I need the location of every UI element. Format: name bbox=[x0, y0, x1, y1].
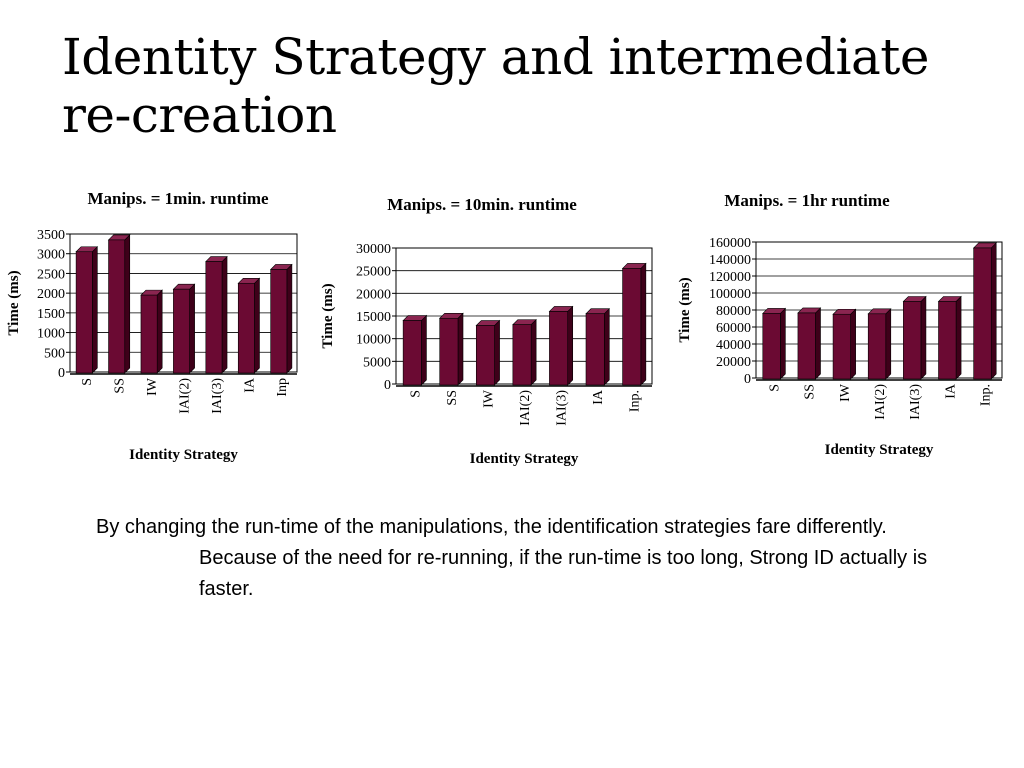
y-tick-label: 0 bbox=[744, 372, 751, 387]
bar-IA bbox=[237, 277, 261, 374]
slide-title: Identity Strategy and intermediate re-cr… bbox=[62, 28, 982, 144]
y-tick-label: 100000 bbox=[709, 287, 751, 302]
y-axis-title: Time (ms) bbox=[6, 270, 22, 335]
y-tick-label: 1000 bbox=[37, 327, 65, 342]
y-tick-label: 3000 bbox=[37, 248, 65, 263]
chart-10min-runtime: Manips. = 10min. runtime 0 5000 10000 15000 2… bbox=[320, 195, 653, 467]
y-axis-title: Time (ms) bbox=[320, 283, 336, 348]
body-paragraph-indented: Because of the need for re-running, if t… bbox=[199, 547, 928, 600]
y-tick-label: 80000 bbox=[716, 304, 751, 319]
x-tick-label: Inp bbox=[275, 378, 290, 397]
y-tick-label: 140000 bbox=[709, 253, 751, 268]
y-axis-title: Time (ms) bbox=[677, 277, 693, 342]
chart-title: Manips. = 10min. runtime bbox=[387, 195, 577, 214]
y-tick-label: 2500 bbox=[37, 267, 65, 282]
bar-IW bbox=[140, 289, 163, 374]
bar-IAI(3) bbox=[902, 295, 927, 380]
x-tick-label: S bbox=[768, 384, 783, 392]
y-tick-label: 5000 bbox=[363, 355, 391, 370]
bar-S bbox=[402, 314, 428, 386]
x-tick-label: IA bbox=[242, 377, 257, 393]
bar-SS bbox=[797, 307, 822, 380]
x-tick-label: S bbox=[80, 378, 95, 386]
bar-SS bbox=[107, 234, 131, 374]
x-tick-label: IAI(2) bbox=[873, 384, 888, 420]
bar-IAI(3) bbox=[548, 305, 574, 386]
y-tick-label: 0 bbox=[58, 366, 65, 381]
bar-IAI(2) bbox=[172, 283, 196, 374]
y-tick-label: 30000 bbox=[356, 242, 391, 257]
x-tick-label: IW bbox=[145, 377, 160, 396]
bar-Inp. bbox=[621, 262, 647, 386]
y-tick-label: 500 bbox=[44, 346, 65, 361]
x-tick-label: IAI(2) bbox=[178, 378, 193, 414]
bar-IAI(2) bbox=[512, 318, 537, 386]
x-tick-label: IW bbox=[481, 389, 496, 408]
x-tick-label: S bbox=[408, 390, 423, 398]
y-tick-label: 1500 bbox=[37, 307, 65, 322]
bar-IW bbox=[832, 308, 857, 380]
x-tick-label: IAI(3) bbox=[555, 390, 570, 426]
chart-1hr-runtime: Manips. = 1hr runtime 0 20000 40000 60000 800… bbox=[677, 191, 1003, 458]
y-tick-label: 40000 bbox=[716, 338, 751, 353]
bar-IAI(3) bbox=[205, 255, 228, 374]
slide-title-line-1: Identity Strategy and intermediate bbox=[62, 28, 929, 86]
x-axis-title: Identity Strategy bbox=[129, 447, 238, 463]
x-tick-label: IA bbox=[591, 389, 606, 405]
bar-S bbox=[762, 307, 787, 380]
x-axis-title: Identity Strategy bbox=[825, 442, 934, 458]
chart-1min-runtime: Manips. = 1min. runtime 0 500 1000 1500 2000 2… bbox=[6, 189, 298, 463]
body-paragraph-main: By changing the run-time of the manipula… bbox=[96, 516, 887, 538]
bar-IAI(2) bbox=[867, 308, 892, 380]
slide-title-line-2: re-creation bbox=[62, 86, 337, 144]
x-tick-label: IAI(3) bbox=[210, 378, 225, 414]
y-tick-label: 0 bbox=[384, 378, 391, 393]
y-tick-label: 20000 bbox=[356, 287, 391, 302]
x-tick-label: IW bbox=[838, 383, 853, 402]
bar-Inp bbox=[269, 263, 293, 374]
x-tick-label: SS bbox=[113, 378, 128, 394]
y-tick-label: 10000 bbox=[356, 333, 391, 348]
bar-IW bbox=[475, 319, 501, 386]
x-tick-label: SS bbox=[445, 390, 460, 406]
x-tick-label: Inp. bbox=[628, 390, 643, 412]
bar-S bbox=[75, 246, 99, 374]
body-text: By changing the run-time of the manipula… bbox=[96, 512, 976, 605]
x-tick-label: Inp. bbox=[978, 384, 993, 406]
x-tick-label: IAI(3) bbox=[908, 384, 923, 420]
bar-SS bbox=[438, 312, 464, 386]
bar-Inp. bbox=[972, 242, 997, 380]
x-axis-title: Identity Strategy bbox=[470, 451, 579, 467]
x-tick-label: IAI(2) bbox=[518, 390, 533, 426]
y-tick-label: 25000 bbox=[356, 265, 391, 280]
y-tick-label: 60000 bbox=[716, 321, 751, 336]
x-tick-label: SS bbox=[803, 384, 818, 400]
y-tick-label: 160000 bbox=[709, 236, 751, 251]
y-tick-label: 20000 bbox=[716, 355, 751, 370]
bar-IA bbox=[937, 295, 962, 380]
bar-IA bbox=[585, 308, 611, 386]
x-tick-label: IA bbox=[943, 383, 958, 399]
y-tick-label: 3500 bbox=[37, 228, 65, 243]
y-tick-label: 2000 bbox=[37, 287, 65, 302]
chart-title: Manips. = 1min. runtime bbox=[87, 189, 269, 208]
y-tick-label: 15000 bbox=[356, 310, 391, 325]
y-tick-label: 120000 bbox=[709, 270, 751, 285]
chart-title: Manips. = 1hr runtime bbox=[724, 191, 890, 210]
